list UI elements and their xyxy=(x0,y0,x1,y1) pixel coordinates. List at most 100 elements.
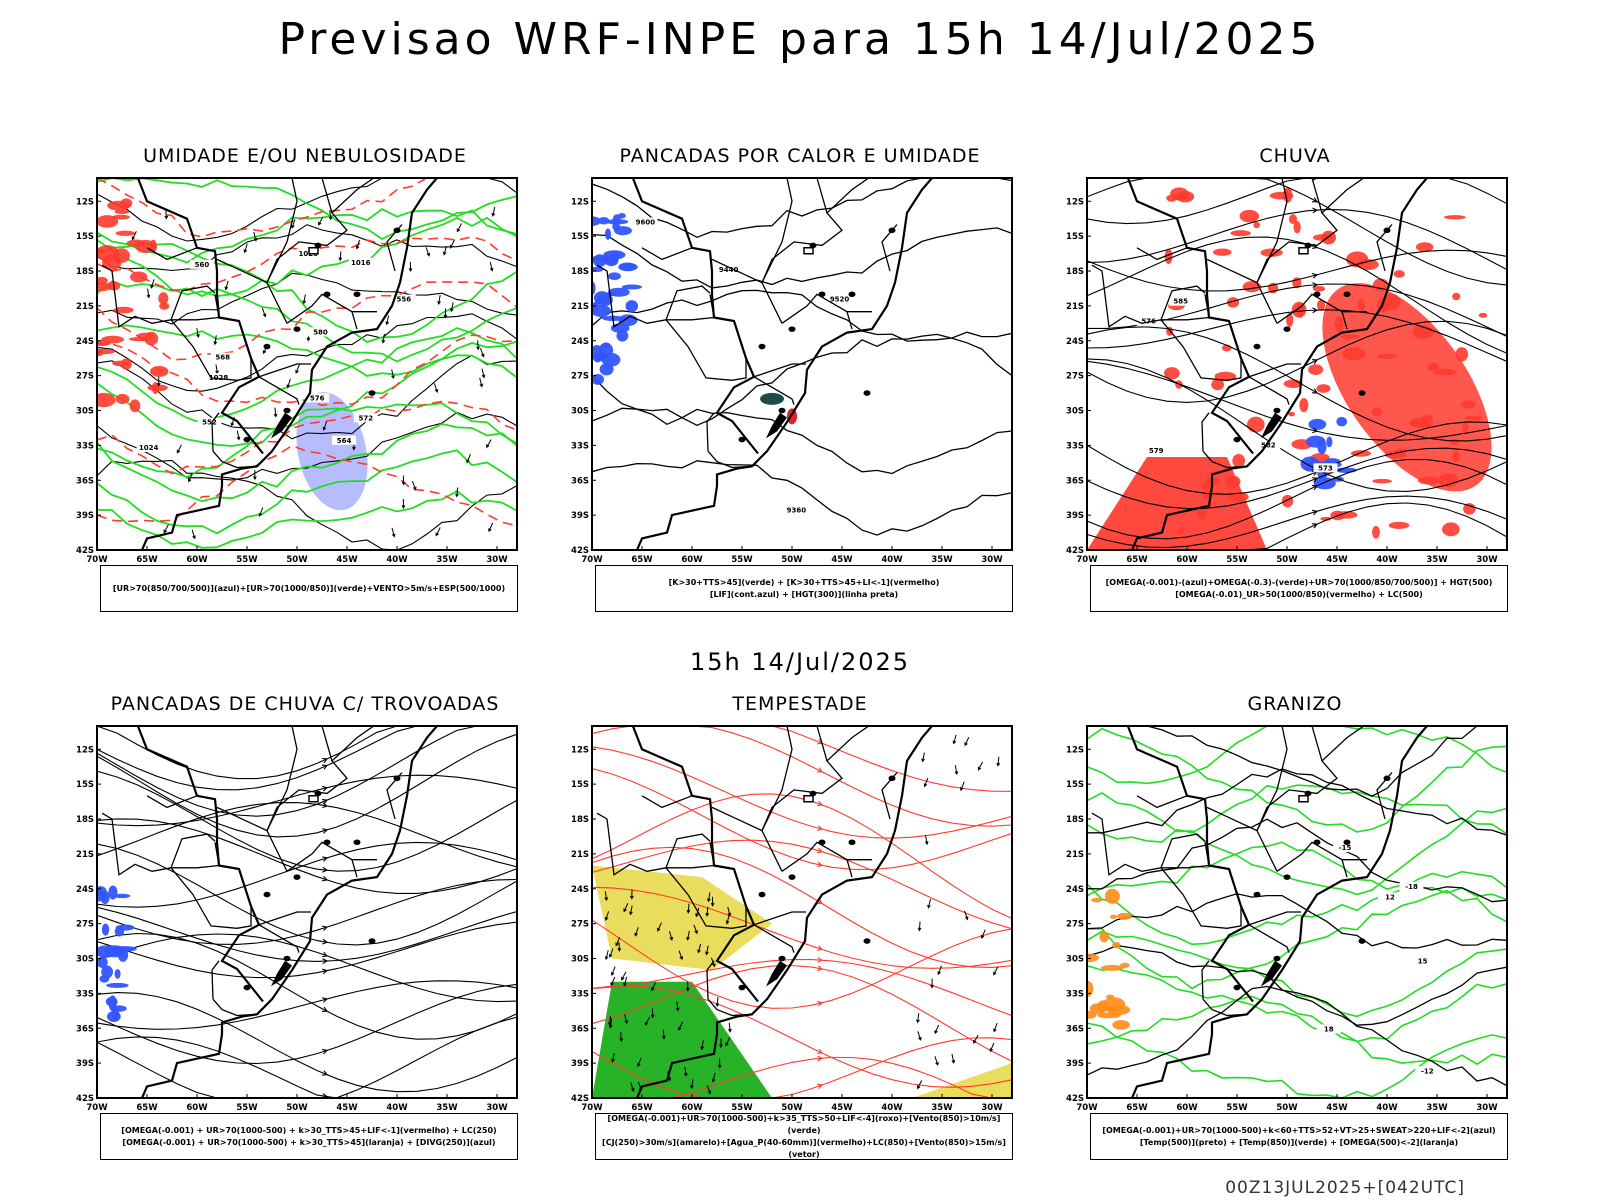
shaded-area xyxy=(1226,297,1240,308)
wind-vector xyxy=(937,965,942,976)
lon-label: 40W xyxy=(881,1103,903,1113)
shaded-area xyxy=(1197,505,1207,520)
wind-vector xyxy=(408,261,413,273)
contour-label-bg xyxy=(1399,881,1424,891)
shaded-area xyxy=(97,945,117,958)
state-border xyxy=(1160,319,1242,381)
contour-label-bg xyxy=(716,264,741,274)
lagoa-dos-patos xyxy=(1261,412,1282,439)
lake-marker xyxy=(778,407,786,414)
shaded-area xyxy=(1230,230,1251,237)
streamline-arrow xyxy=(1311,523,1319,529)
wind-vector xyxy=(706,1084,712,1095)
shaded-area xyxy=(605,219,629,225)
lon-label: 55W xyxy=(236,1103,258,1113)
state-border xyxy=(1160,285,1206,321)
wind-vector xyxy=(164,209,169,220)
contour-line xyxy=(1087,784,1507,843)
lake-marker xyxy=(1313,839,1321,846)
state-border xyxy=(641,247,693,261)
legend-line: [UR>70(850/700/500)](azul)+[UR>70(1000/8… xyxy=(112,583,506,593)
lat-label: 24S xyxy=(1066,337,1084,347)
state-border xyxy=(351,311,358,330)
streamline xyxy=(97,841,517,908)
streamline xyxy=(592,985,1012,1088)
shaded-area xyxy=(1253,221,1261,229)
lon-label: 50W xyxy=(781,555,803,565)
contour-line xyxy=(592,178,1012,239)
streamline-arrow xyxy=(816,800,824,807)
wind-vector xyxy=(917,1080,923,1090)
wind-vector xyxy=(191,529,196,540)
lat-label: 30S xyxy=(571,955,589,965)
panel-title: PANCADAS DE CHUVA C/ TROVOADAS xyxy=(110,693,500,715)
wind-vector xyxy=(725,1037,731,1047)
contour-line xyxy=(1087,791,1507,896)
streamline-arrow xyxy=(322,958,329,965)
contour-label-bg xyxy=(633,217,658,227)
contour-line xyxy=(97,280,517,363)
contour-label: 1016 xyxy=(351,259,371,267)
convection-area-red xyxy=(787,408,797,425)
state-border xyxy=(1136,795,1188,809)
state-border xyxy=(1256,726,1365,831)
state-border xyxy=(266,282,288,324)
contour-line xyxy=(97,224,517,272)
wind-vector xyxy=(710,896,715,907)
state-border xyxy=(212,450,258,469)
lon-label: 35W xyxy=(436,555,458,565)
panel-title: TEMPESTADE xyxy=(732,693,868,715)
lat-label: 36S xyxy=(76,1024,94,1034)
wind-vector xyxy=(989,1042,995,1053)
panel-title: UMIDADE E/OU NEBULOSIDADE xyxy=(143,145,467,167)
shaded-area xyxy=(1438,473,1459,488)
map-plot: -18 -15 -12 12 15 18 12S 15S 18S 21S 24S 27S 30S 33S 3… xyxy=(1066,725,1508,1113)
lat-label: 18S xyxy=(76,815,94,825)
lon-label: 55W xyxy=(731,555,753,565)
lat-label: 33S xyxy=(76,989,94,999)
streamline-arrow xyxy=(322,785,329,792)
contour-label-bg xyxy=(305,393,330,403)
lake-marker xyxy=(778,955,786,962)
shaded-area xyxy=(1320,516,1332,521)
lat-label: 27S xyxy=(76,920,94,930)
contour-label-bg xyxy=(827,294,852,304)
contour-label-bg xyxy=(1415,1066,1440,1076)
streamline xyxy=(1087,447,1507,510)
lat-label: 39S xyxy=(76,511,94,521)
streamline xyxy=(97,818,517,894)
federal-district xyxy=(803,247,814,255)
lat-label: 12S xyxy=(1066,745,1084,755)
contour-line xyxy=(1087,870,1507,946)
contour-line xyxy=(1087,1022,1507,1098)
lake-marker xyxy=(323,291,331,298)
lake-marker xyxy=(848,839,856,846)
lon-label: 60W xyxy=(186,555,208,565)
shaded-area xyxy=(1091,897,1103,903)
panel-legend: [K>30+TTS>45](verde) + [K>30+TTS>45+LI<-… xyxy=(595,565,1013,612)
wind-vector xyxy=(719,1038,723,1049)
state-border xyxy=(258,924,300,953)
shaded-area xyxy=(1288,411,1296,417)
shaded-area xyxy=(1087,980,1094,997)
streamline-arrow xyxy=(1312,207,1319,214)
streamline-arrow xyxy=(817,1000,824,1007)
lon-label: 35W xyxy=(931,555,953,565)
wind-vector xyxy=(401,498,406,510)
map-content: 1016102010241028552556560564568572576580 xyxy=(97,178,517,550)
coastline xyxy=(1130,726,1429,1098)
contour-line xyxy=(97,490,517,549)
contour-label: 12 xyxy=(1385,893,1395,901)
wind-vector xyxy=(442,245,447,256)
lon-label: 65W xyxy=(1126,555,1148,565)
shaded-area xyxy=(1308,364,1324,375)
wind-vector xyxy=(993,1022,998,1033)
wind-area-green xyxy=(592,981,772,1098)
streamline xyxy=(592,964,1012,1062)
shaded-area xyxy=(1312,285,1326,292)
shaded-area xyxy=(1427,362,1439,371)
lat-label: 30S xyxy=(1066,407,1084,417)
wind-vector xyxy=(924,835,929,846)
lat-label: 21S xyxy=(571,850,589,860)
streamline xyxy=(97,878,517,945)
